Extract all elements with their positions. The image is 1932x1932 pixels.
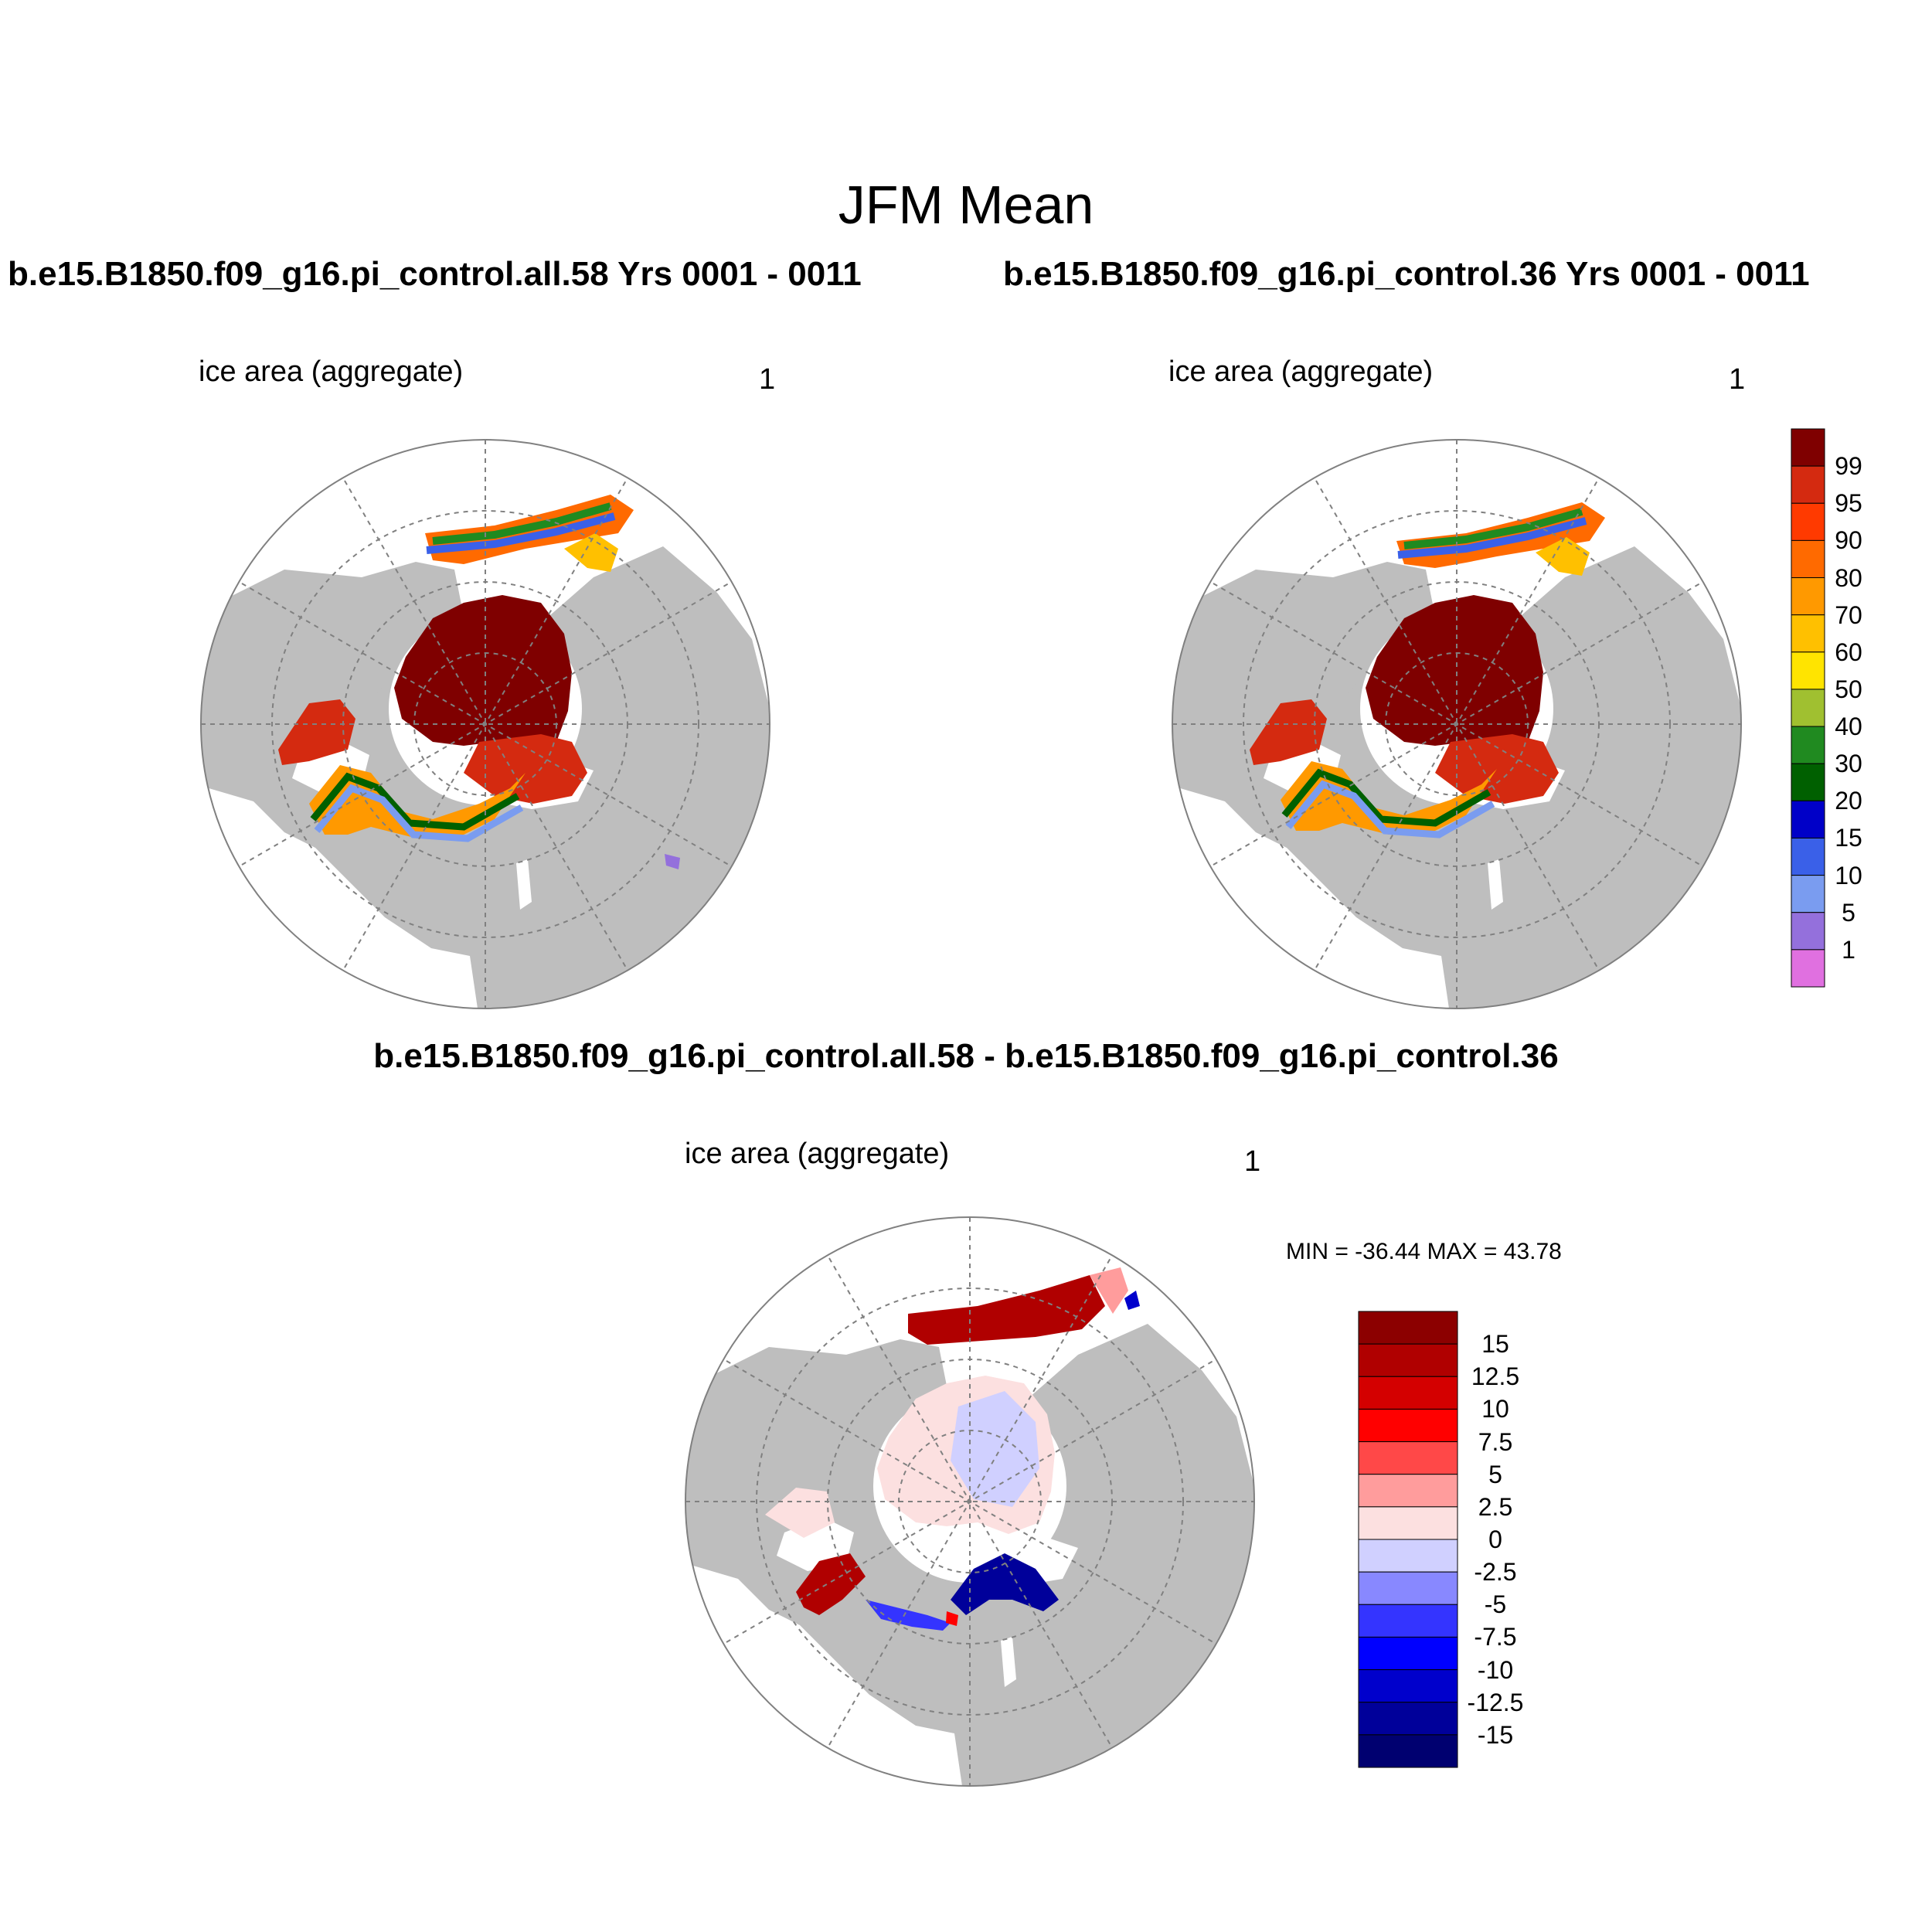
colorbar-absolute-tick-label: 15 [1835,824,1862,852]
colorbar-absolute-tick-label: 50 [1835,675,1862,703]
colorbar-difference-swatch [1358,1539,1458,1573]
colorbar-absolute-swatch [1791,837,1825,876]
colorbar-difference-tick-label: 12.5 [1471,1362,1520,1391]
colorbar-absolute-tick-label: 40 [1835,713,1862,741]
colorbar-difference-swatch [1358,1604,1458,1638]
colorbar-difference [1358,1311,1458,1768]
colorbar-difference-tick-label: 10 [1481,1395,1509,1423]
colorbar-difference-swatch [1358,1376,1458,1410]
colorbar-absolute-tick-label: 90 [1835,526,1862,555]
colorbar-difference-tick-label: 5 [1488,1460,1502,1488]
colorbar-difference-swatch [1358,1734,1458,1768]
colorbar-difference-swatch [1358,1669,1458,1703]
panel-1-border [200,439,770,1009]
colorbar-absolute-swatch [1791,428,1825,467]
colorbar-absolute-tick-label: 70 [1835,600,1862,629]
panel-1-variable: ice area (aggregate) [199,355,464,388]
colorbar-absolute-swatch [1791,577,1825,616]
colorbar-absolute-tick-label: 80 [1835,563,1862,592]
colorbar-absolute-tick-label: 1 [1842,935,1855,964]
panel-3-variable: ice area (aggregate) [685,1138,950,1170]
colorbar-absolute-tick-label: 5 [1842,898,1855,927]
panel-2-variable: ice area (aggregate) [1168,355,1434,388]
colorbar-absolute-tick-label: 99 [1835,452,1862,481]
panel-1-header: b.e15.B1850.f09_g16.pi_control.all.58 Yr… [8,255,862,293]
colorbar-absolute-swatch [1791,614,1825,653]
panel-1-units: 1 [759,363,776,396]
colorbar-absolute-swatch [1791,726,1825,764]
colorbar-difference-tick-label: 2.5 [1478,1492,1513,1521]
difference-header: b.e15.B1850.f09_g16.pi_control.all.58 - … [373,1037,1559,1075]
colorbar-difference-swatch [1358,1343,1458,1377]
panel-1-map [201,440,770,1009]
colorbar-absolute-tick-label: 20 [1835,787,1862,815]
panel-2-units: 1 [1729,363,1746,396]
colorbar-absolute-swatch [1791,502,1825,541]
colorbar-absolute-tick-label: 60 [1835,638,1862,666]
colorbar-difference-tick-label: 15 [1481,1330,1509,1359]
colorbar-difference-swatch [1358,1636,1458,1671]
colorbar-difference-tick-label: 7.5 [1478,1427,1513,1456]
colorbar-difference-tick-label: 0 [1488,1526,1502,1553]
colorbar-difference-swatch [1358,1474,1458,1508]
colorbar-absolute-tick-label: 95 [1835,489,1862,518]
colorbar-difference-swatch [1358,1311,1458,1345]
panel-3-border [685,1216,1255,1787]
colorbar-absolute-swatch [1791,465,1825,504]
colorbar-absolute-tick-label: 10 [1835,861,1862,889]
panel-2-header: b.e15.B1850.f09_g16.pi_control.36 Yrs 00… [1003,255,1810,293]
colorbar-absolute-swatch [1791,689,1825,727]
colorbar-difference-swatch [1358,1408,1458,1443]
colorbar-absolute-swatch [1791,949,1825,988]
colorbar-difference-tick-label: -12.5 [1467,1688,1524,1716]
main-title: JFM Mean [838,175,1094,235]
colorbar-difference-tick-label: -2.5 [1474,1558,1517,1587]
panel-1-central-ice [394,595,572,753]
panel-2-map [1172,440,1741,1009]
panel-3-units: 1 [1244,1145,1261,1178]
colorbar-absolute-swatch [1791,763,1825,801]
colorbar-difference-tick-label: -5 [1484,1590,1507,1619]
min-max-readout: MIN = -36.44 MAX = 43.78 [1286,1239,1562,1264]
colorbar-difference-tick-label: -15 [1477,1720,1514,1749]
panel-2-central-ice [1366,595,1543,753]
colorbar-absolute [1791,428,1825,988]
colorbar-absolute-tick-label: 30 [1835,750,1862,778]
panel-3-map [685,1217,1254,1786]
colorbar-difference-swatch [1358,1702,1458,1736]
colorbar-difference-swatch [1358,1571,1458,1605]
colorbar-difference-swatch [1358,1441,1458,1475]
colorbar-absolute-swatch [1791,912,1825,951]
panel-2-border [1172,439,1742,1009]
colorbar-difference-tick-label: -7.5 [1474,1623,1517,1651]
colorbar-difference-tick-label: -10 [1477,1655,1514,1684]
colorbar-absolute-swatch [1791,651,1825,690]
colorbar-absolute-swatch [1791,800,1825,838]
colorbar-difference-swatch [1358,1506,1458,1540]
